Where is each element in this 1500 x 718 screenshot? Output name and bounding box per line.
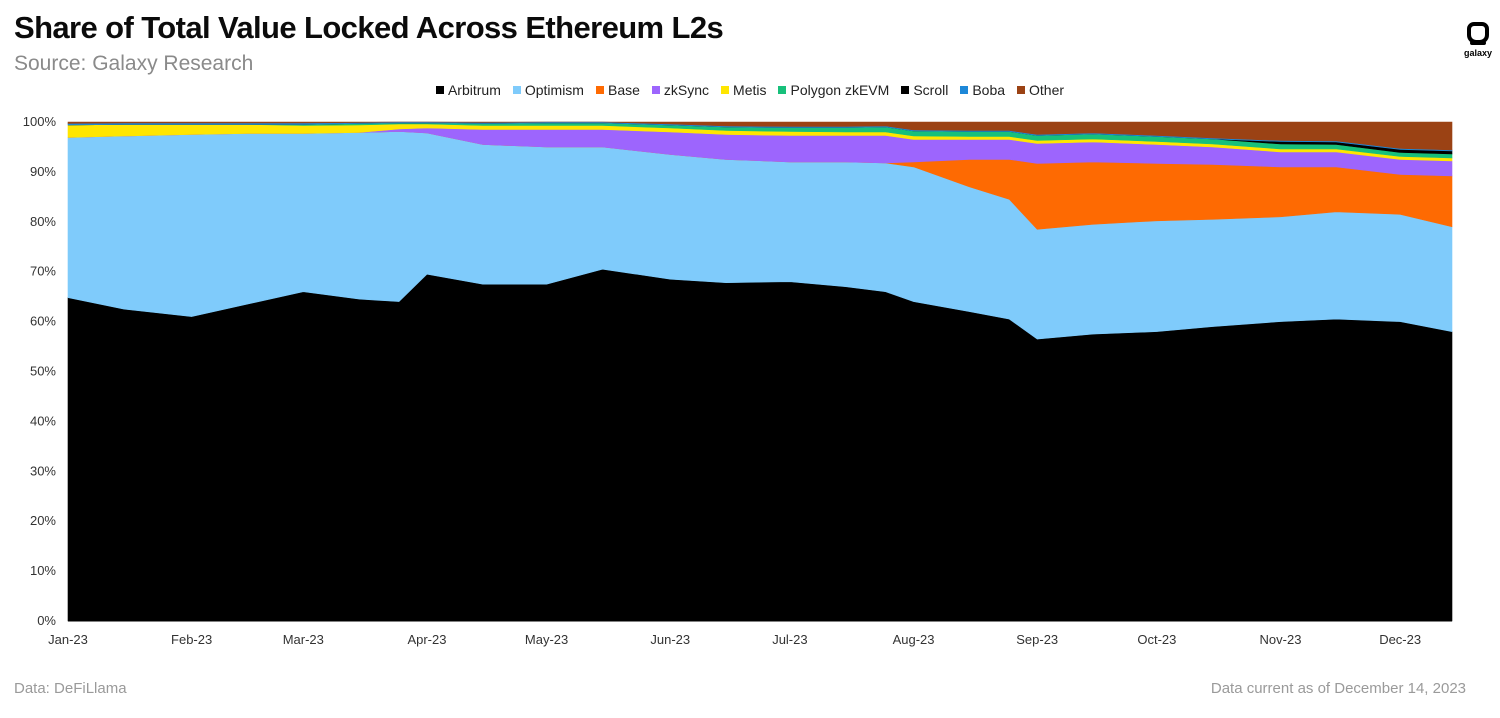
legend-swatch-other — [1017, 86, 1026, 94]
stacked-area-chart: 0% 10% 20% 30% 40% 50% 60% 70% 80% 90% 100% Jan-23 F… — [23, 114, 1453, 647]
x-tick-label: Jul-23 — [772, 632, 807, 647]
x-tick-label: Mar-23 — [283, 632, 324, 647]
galaxy-logo: galaxy — [1458, 22, 1498, 68]
legend-label-base: Base — [607, 82, 640, 98]
legend-label-scroll: Scroll — [913, 82, 949, 98]
legend-item-boba: Boba — [960, 82, 1005, 98]
legend-item-base: Base — [595, 82, 640, 98]
y-tick-label: 20% — [30, 513, 56, 528]
x-tick-label: Jun-23 — [650, 632, 690, 647]
legend-label-metis: Metis — [733, 82, 767, 98]
x-tick-label: May-23 — [525, 632, 568, 647]
legend-label-other: Other — [1029, 82, 1065, 98]
legend-swatch-arbitrum — [435, 86, 444, 94]
y-tick-label: 60% — [30, 314, 56, 329]
legend-label-zksync: zkSync — [663, 82, 710, 98]
chart-legend: Arbitrum Optimism Base zkSync Metis Polygon z… — [0, 82, 1500, 98]
x-tick-label: Jan-23 — [48, 632, 88, 647]
y-tick-label: 50% — [30, 364, 56, 379]
legend-label-polygon-zkevm: Polygon zkEVM — [790, 82, 890, 98]
y-tick-label: 30% — [30, 463, 56, 478]
x-tick-label: Oct-23 — [1137, 632, 1176, 647]
legend-item-other: Other — [1017, 82, 1064, 98]
chart-title: Share of Total Value Locked Across Ether… — [14, 10, 724, 45]
legend-item-optimism: Optimism — [512, 82, 584, 98]
data-date-note: Data current as of December 14, 2023 — [1210, 680, 1466, 697]
area-series-other — [67, 121, 1453, 151]
legend-swatch-scroll — [901, 86, 910, 94]
legend-item-zksync: zkSync — [651, 82, 710, 98]
y-tick-label: 100% — [23, 114, 57, 129]
legend-item-arbitrum: Arbitrum — [435, 82, 501, 98]
x-tick-label: Aug-23 — [893, 632, 935, 647]
legend-swatch-zksync — [651, 86, 660, 94]
y-tick-label: 10% — [30, 563, 56, 578]
data-source-note: Data: DeFiLlama — [14, 680, 127, 697]
legend-swatch-polygon-zkevm — [778, 86, 787, 94]
legend-item-metis: Metis — [721, 82, 766, 98]
legend-item-polygon-zkevm: Polygon zkEVM — [778, 82, 889, 98]
y-tick-label: 40% — [30, 413, 56, 428]
legend-item-scroll: Scroll — [901, 82, 948, 98]
legend-label-arbitrum: Arbitrum — [447, 82, 501, 98]
y-tick-label: 90% — [30, 164, 56, 179]
x-tick-label: Apr-23 — [407, 632, 446, 647]
y-tick-label: 70% — [30, 264, 56, 279]
x-tick-label: Nov-23 — [1260, 632, 1302, 647]
x-tick-label: Sep-23 — [1016, 632, 1058, 647]
y-tick-label: 0% — [37, 613, 56, 628]
legend-swatch-optimism — [512, 86, 521, 94]
legend-swatch-metis — [721, 86, 730, 94]
galaxy-logo-text: galaxy — [1463, 48, 1493, 58]
x-tick-label: Feb-23 — [171, 632, 212, 647]
legend-label-optimism: Optimism — [524, 82, 584, 98]
legend-swatch-base — [595, 86, 604, 94]
chart-subtitle: Source: Galaxy Research — [14, 52, 254, 75]
y-tick-label: 80% — [30, 214, 56, 229]
legend-swatch-boba — [960, 86, 969, 94]
galaxy-logo-base — [1470, 41, 1486, 45]
legend-label-boba: Boba — [972, 82, 1006, 98]
x-tick-label: Dec-23 — [1379, 632, 1421, 647]
